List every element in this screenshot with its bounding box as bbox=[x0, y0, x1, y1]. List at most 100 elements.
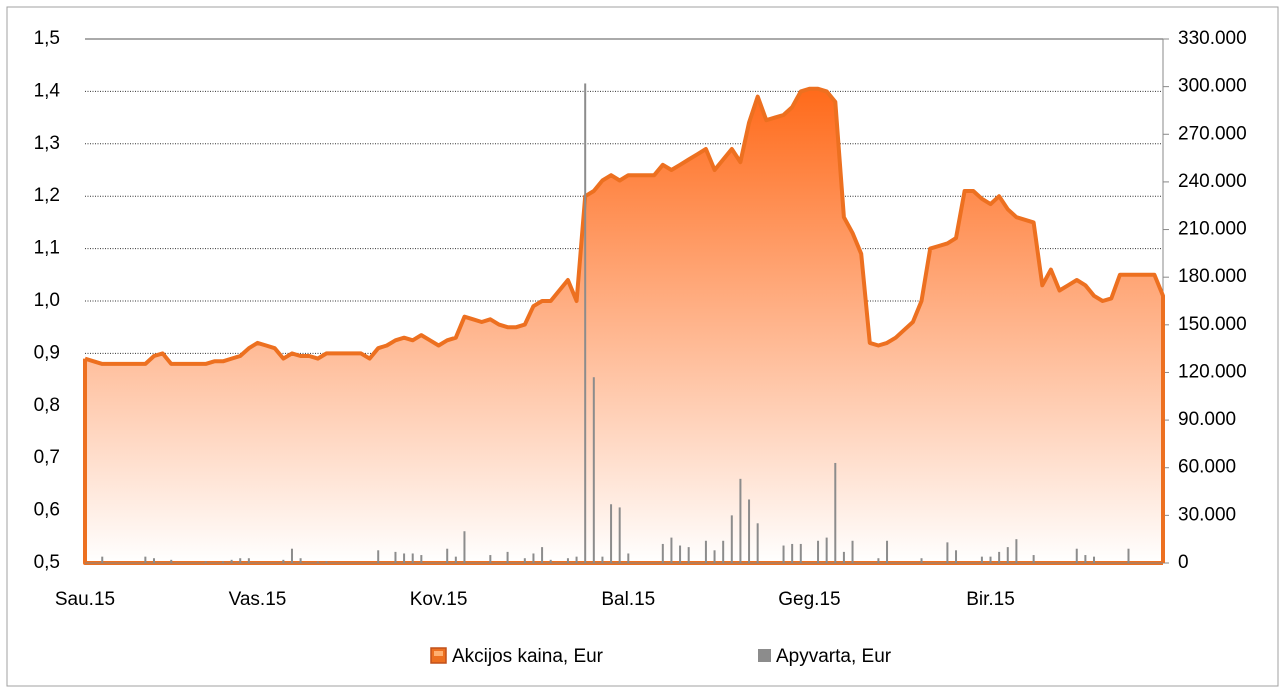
y-tick-label: 1,0 bbox=[34, 290, 60, 311]
volume-bar bbox=[1015, 539, 1018, 563]
price-area bbox=[85, 88, 1163, 564]
y-tick-label: 0,5 bbox=[34, 552, 60, 573]
volume-bar bbox=[152, 558, 155, 563]
x-tick-label: Vas.15 bbox=[229, 589, 287, 610]
y-tick-label: 1,5 bbox=[34, 28, 60, 49]
volume-bar bbox=[230, 559, 233, 563]
volume-bar bbox=[221, 561, 224, 563]
volume-bar bbox=[782, 545, 785, 563]
volume-bar bbox=[1093, 556, 1096, 563]
y2-tick-label: 330.000 bbox=[1178, 28, 1247, 49]
y-tick-label: 1,2 bbox=[34, 185, 60, 206]
y-tick-label: 0,8 bbox=[34, 395, 60, 416]
volume-bar bbox=[489, 555, 492, 563]
volume-bar bbox=[575, 556, 578, 563]
y-tick-label: 1,4 bbox=[34, 80, 61, 101]
y2-tick-label: 90.000 bbox=[1178, 409, 1236, 430]
x-tick-label: Sau.15 bbox=[55, 589, 115, 610]
volume-bar bbox=[566, 558, 569, 563]
volume-bar bbox=[601, 556, 604, 563]
volume-bar bbox=[730, 515, 733, 563]
volume-bar bbox=[799, 543, 802, 563]
volume-bar bbox=[325, 561, 328, 563]
y2-tick-label: 240.000 bbox=[1178, 171, 1247, 192]
volume-bar bbox=[661, 543, 664, 563]
volume-bar bbox=[618, 507, 621, 563]
volume-bar bbox=[1084, 555, 1087, 563]
volume-bar bbox=[282, 559, 285, 563]
volume-bar bbox=[679, 545, 682, 563]
volume-bar bbox=[748, 499, 751, 563]
volume-bar bbox=[610, 504, 613, 563]
legend-label: Apyvarta, Eur bbox=[776, 646, 892, 667]
x-tick-label: Bal.15 bbox=[601, 589, 655, 610]
volume-bar bbox=[955, 550, 958, 563]
volume-bar bbox=[989, 556, 992, 563]
volume-bar bbox=[463, 531, 466, 563]
volume-bar bbox=[886, 540, 889, 563]
y-tick-label: 0,9 bbox=[34, 342, 60, 363]
volume-bar bbox=[834, 462, 837, 563]
volume-bar bbox=[532, 553, 535, 563]
volume-bar bbox=[817, 540, 820, 563]
x-tick-label: Geg.15 bbox=[778, 589, 840, 610]
y2-tick-label: 300.000 bbox=[1178, 76, 1247, 97]
y2-tick-label: 270.000 bbox=[1178, 123, 1247, 144]
volume-bar bbox=[584, 83, 587, 564]
x-tick-label: Kov.15 bbox=[410, 589, 468, 610]
y-tick-label: 1,1 bbox=[34, 238, 60, 259]
volume-bar bbox=[506, 551, 509, 563]
volume-bar bbox=[825, 537, 828, 563]
volume-bar bbox=[239, 558, 242, 563]
volume-bar bbox=[377, 550, 380, 563]
volume-bar bbox=[998, 551, 1001, 563]
y2-tick-label: 150.000 bbox=[1178, 314, 1247, 335]
volume-bar bbox=[454, 556, 457, 563]
y-tick-label: 0,7 bbox=[34, 447, 60, 468]
volume-bar bbox=[980, 556, 983, 563]
volume-bar bbox=[1075, 548, 1078, 563]
y2-tick-label: 30.000 bbox=[1178, 504, 1236, 525]
volume-bar bbox=[299, 558, 302, 563]
legend-swatch-inner bbox=[434, 651, 443, 656]
volume-bar bbox=[101, 556, 104, 563]
volume-bar bbox=[1127, 548, 1130, 563]
volume-bar bbox=[420, 555, 423, 563]
legend-swatch bbox=[758, 649, 771, 662]
volume-bar bbox=[394, 551, 397, 563]
volume-bar bbox=[756, 523, 759, 563]
volume-bar bbox=[403, 553, 406, 563]
y2-tick-label: 60.000 bbox=[1178, 457, 1236, 478]
y2-tick-label: 120.000 bbox=[1178, 361, 1247, 382]
legend-label: Akcijos kaina, Eur bbox=[452, 646, 604, 667]
volume-bar bbox=[1006, 547, 1009, 563]
volume-bar bbox=[592, 377, 595, 563]
y-tick-label: 1,3 bbox=[34, 133, 60, 154]
y2-tick-label: 210.000 bbox=[1178, 219, 1247, 240]
y-tick-label: 0,6 bbox=[34, 500, 60, 521]
volume-bar bbox=[541, 547, 544, 563]
volume-bar bbox=[704, 540, 707, 563]
volume-bar bbox=[204, 561, 207, 563]
volume-bar bbox=[316, 561, 319, 563]
volume-bar bbox=[1032, 555, 1035, 563]
volume-bar bbox=[713, 550, 716, 563]
volume-bar bbox=[946, 542, 949, 563]
volume-bar bbox=[920, 558, 923, 563]
volume-bar bbox=[549, 559, 552, 563]
volume-bar bbox=[791, 543, 794, 563]
volume-bar bbox=[627, 553, 630, 563]
volume-bar bbox=[411, 553, 414, 563]
y2-tick-label: 0 bbox=[1178, 552, 1189, 573]
volume-bar bbox=[446, 548, 449, 563]
y2-tick-label: 180.000 bbox=[1178, 266, 1247, 287]
volume-bar bbox=[290, 548, 293, 563]
volume-bar bbox=[739, 478, 742, 563]
volume-bar bbox=[247, 558, 250, 563]
volume-bar bbox=[170, 559, 173, 563]
volume-bar bbox=[851, 540, 854, 563]
volume-bar bbox=[144, 556, 147, 563]
volume-bar bbox=[523, 558, 526, 563]
volume-bar bbox=[722, 540, 725, 563]
